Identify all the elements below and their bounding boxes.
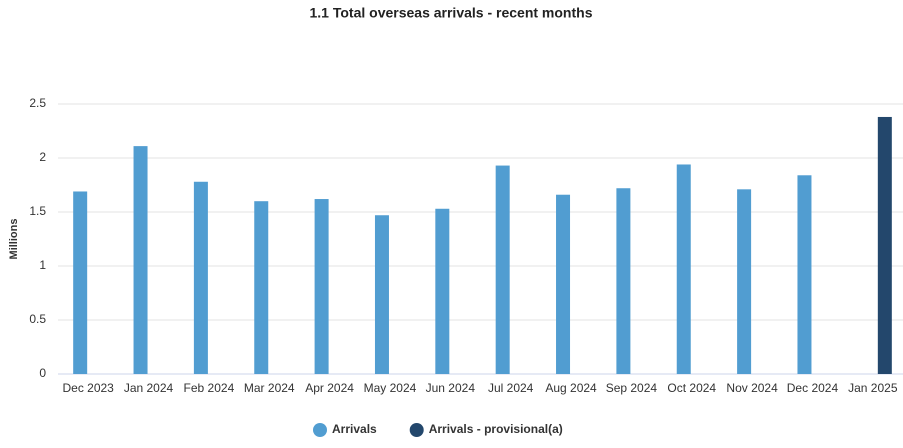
bar [797, 175, 812, 374]
y-tick-label: 1.5 [29, 204, 46, 218]
bar [676, 164, 691, 374]
y-tick-label: 2 [39, 150, 46, 164]
bar [616, 188, 631, 374]
x-tick-label: Oct 2024 [667, 381, 716, 395]
bar [877, 116, 892, 375]
bar [193, 181, 208, 374]
legend-label: Arrivals [332, 422, 377, 436]
bar [133, 146, 148, 374]
bar [73, 191, 88, 374]
bar [314, 199, 329, 374]
y-axis-label: Millions [8, 219, 20, 260]
x-tick-label: Dec 2023 [62, 381, 114, 395]
y-tick-label: 0.5 [29, 312, 46, 326]
x-tick-label: Dec 2024 [787, 381, 839, 395]
x-tick-label: Mar 2024 [244, 381, 295, 395]
bar [495, 165, 510, 374]
x-tick-label: Jun 2024 [426, 381, 476, 395]
bar [435, 208, 450, 374]
legend-label: Arrivals - provisional(a) [429, 422, 563, 436]
legend-marker [409, 423, 424, 437]
bar [556, 194, 571, 374]
x-tick-label: Feb 2024 [184, 381, 235, 395]
x-tick-label: Apr 2024 [305, 381, 354, 395]
x-tick-label: Jan 2025 [848, 381, 898, 395]
y-tick-label: 1 [39, 258, 46, 272]
x-tick-label: Sep 2024 [606, 381, 658, 395]
x-tick-label: Nov 2024 [726, 381, 778, 395]
legend-marker [313, 423, 327, 437]
chart-title: 1.1 Total overseas arrivals - recent mon… [310, 5, 593, 21]
bar [254, 201, 269, 374]
x-tick-label: Jan 2024 [124, 381, 174, 395]
x-tick-label: Jul 2024 [488, 381, 534, 395]
x-tick-label: May 2024 [364, 381, 417, 395]
x-tick-label: Aug 2024 [545, 381, 597, 395]
y-tick-label: 0 [39, 366, 46, 380]
y-tick-label: 2.5 [29, 96, 46, 110]
bar [737, 189, 752, 374]
bar [374, 215, 389, 374]
